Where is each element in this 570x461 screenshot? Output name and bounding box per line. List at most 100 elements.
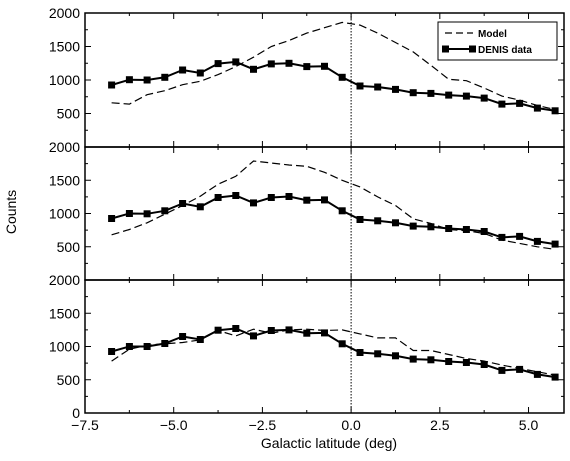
panel-1-denis-point xyxy=(480,94,488,102)
panel-3-denis-point xyxy=(108,348,116,355)
panel-2-denis-point xyxy=(462,226,470,233)
panel-2-denis-point xyxy=(143,210,151,218)
x-tick-label: −2.5 xyxy=(249,417,277,433)
panel-2-denis-point xyxy=(125,210,133,217)
panel-2-denis-line xyxy=(111,194,556,246)
panel-1-denis-point xyxy=(214,60,222,68)
panel-2-denis-point xyxy=(250,199,257,207)
panel-1-denis-point xyxy=(356,82,364,90)
panel-1-denis-point xyxy=(516,99,524,107)
panel-3-denis-point xyxy=(143,343,151,350)
panel-2-denis-point xyxy=(196,203,204,211)
legend-model-label: Model xyxy=(478,29,507,40)
panel-3-denis-point xyxy=(125,343,133,350)
panel-1-y-tick-label: 1000 xyxy=(49,72,80,88)
panel-2-y-tick-label: 1500 xyxy=(49,172,80,188)
panel-1-denis-line xyxy=(111,60,556,112)
panel-2-y-tick-label: 1000 xyxy=(49,206,80,222)
panel-1-denis-point xyxy=(392,85,399,93)
legend-denis-marker-right xyxy=(469,45,476,53)
panel-3-denis-point xyxy=(232,325,240,332)
panel-3-denis-point xyxy=(179,333,187,340)
panel-2-denis-point xyxy=(409,222,417,230)
panel-1-denis-point xyxy=(338,73,346,81)
panel-2-denis-point xyxy=(338,207,346,215)
panel-1-denis-point xyxy=(143,76,151,84)
panel-2-denis-point xyxy=(321,196,328,204)
panel-2-denis-point xyxy=(179,200,187,207)
panel-2-denis-point xyxy=(427,223,435,231)
panel-2-denis-point xyxy=(533,237,541,245)
panel-1-denis-point xyxy=(250,65,257,73)
panel-3-denis-point xyxy=(196,336,204,343)
panel-2-denis-point xyxy=(392,219,399,227)
panel-2-denis-point xyxy=(516,232,524,240)
panel-1-denis-point xyxy=(409,89,417,97)
panel-1-denis-point xyxy=(445,91,453,99)
panel-2-denis-point xyxy=(498,233,506,241)
panel-1-model-line xyxy=(111,21,556,111)
panel-3-denis-point xyxy=(303,329,311,337)
panel-3-denis-point xyxy=(161,340,169,347)
y-axis-title: Counts xyxy=(3,190,19,234)
panel-2-denis-point xyxy=(303,196,311,204)
panel-3-y-tick-label: 0 xyxy=(72,405,80,421)
panel-1-y-tick-label: 1500 xyxy=(49,39,80,55)
x-tick-label: 2.5 xyxy=(430,417,450,433)
panel-1-denis-point xyxy=(498,100,506,108)
panel-1-denis-point xyxy=(551,107,559,115)
legend: Model DENIS data xyxy=(437,21,558,61)
panels-layer: 500 1000 1500 2000 500 1000 1500 2000 0 500 1000 15… xyxy=(49,5,565,433)
panel-1-denis-point xyxy=(179,66,187,74)
panel-1-denis-point xyxy=(427,89,435,97)
panel-2-denis-point xyxy=(232,192,240,199)
panel-3-denis-point xyxy=(267,327,275,334)
panel-3-denis-point xyxy=(392,352,399,360)
panel-3-denis-point xyxy=(409,355,417,363)
panel-2-denis-point xyxy=(551,240,559,248)
panel-1-denis-point xyxy=(462,92,470,100)
x-tick-label: 5.0 xyxy=(519,417,539,433)
panel-2-denis-point xyxy=(161,207,169,215)
panel-1-denis-point xyxy=(125,76,133,84)
panel-2: 500 1000 1500 2000 xyxy=(49,139,565,281)
panel-3-y-tick-label: 500 xyxy=(57,372,81,388)
panel-1-denis-point xyxy=(267,60,275,68)
panel-1-y-tick-label: 500 xyxy=(57,106,81,122)
panel-3-denis-line xyxy=(111,327,556,379)
panel-3-y-tick-label: 1000 xyxy=(49,339,80,355)
panel-2-denis-point xyxy=(108,215,116,222)
panel-3-denis-point xyxy=(250,332,257,340)
panel-3-y-tick-label: 1500 xyxy=(49,305,80,321)
legend-denis-marker-left xyxy=(442,45,449,53)
x-tick-label: −7.5 xyxy=(71,417,99,433)
panel-1-denis-point xyxy=(161,73,169,81)
panel-1-denis-point xyxy=(321,62,328,70)
panel-2-denis-point xyxy=(285,193,293,200)
panel-2-denis-point xyxy=(214,194,222,201)
panel-2-y-tick-label: 500 xyxy=(57,239,81,255)
panel-1-y-tick-label: 2000 xyxy=(49,5,80,21)
panel-3-denis-point xyxy=(480,361,488,368)
panel-2-denis-point xyxy=(356,216,364,223)
panel-3-model-line xyxy=(111,328,556,376)
panel-3-y-tick-label: 2000 xyxy=(49,272,80,288)
panel-2-y-tick-label: 2000 xyxy=(49,139,80,155)
panel-1-denis-point xyxy=(285,59,293,67)
panel-2-denis-point xyxy=(267,194,275,201)
legend-box xyxy=(437,21,558,61)
panel-1-denis-point xyxy=(533,104,541,112)
panel-3-frame xyxy=(84,279,565,414)
panel-3-denis-point xyxy=(427,356,435,364)
panel-3-denis-point xyxy=(285,326,293,334)
x-tick-label: 0.0 xyxy=(341,417,361,433)
panel-3-denis-point xyxy=(498,366,506,374)
panel-1-denis-point xyxy=(303,63,311,71)
panel-1-denis-point xyxy=(374,83,382,91)
x-axis-title: Galactic latitude (deg) xyxy=(261,435,397,451)
panel-3-denis-point xyxy=(356,349,364,356)
panel-3-denis-point xyxy=(551,373,559,381)
panel-3: 0 500 1000 1500 2000 xyxy=(49,272,565,421)
panel-3-denis-point xyxy=(462,359,470,366)
